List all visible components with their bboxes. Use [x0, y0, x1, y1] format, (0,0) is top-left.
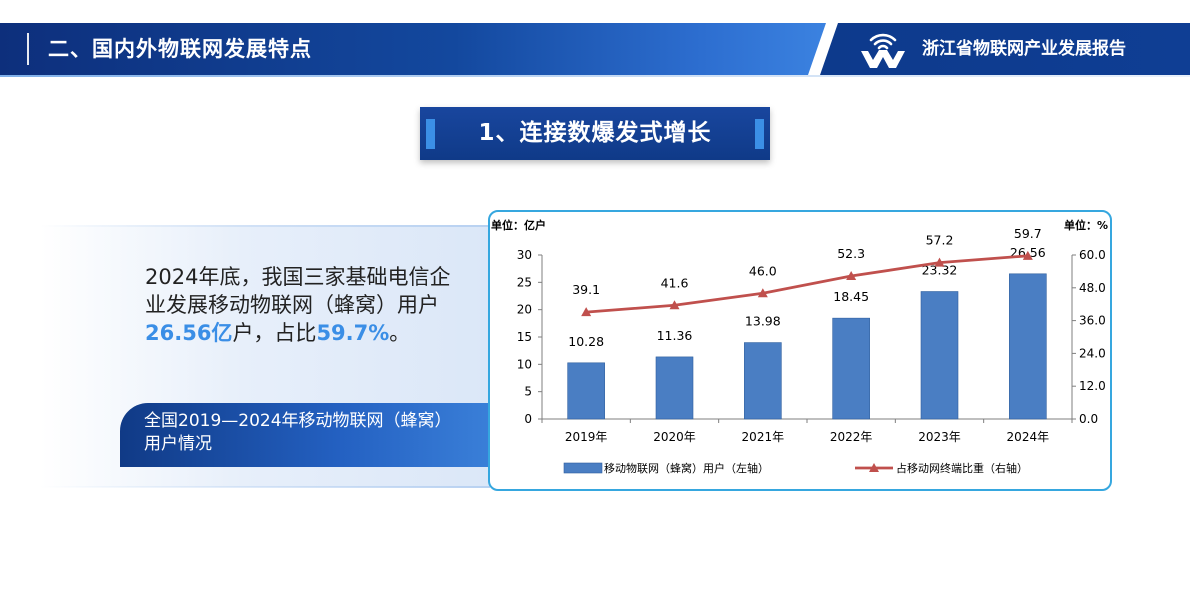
chart: 单位：亿户 单位：% 0 5 10 15 20 25 30 0.0 12.0 24.0 36.0 48.0…	[491, 218, 1108, 475]
summary-users-highlight: 26.56亿	[145, 321, 233, 345]
bar	[744, 342, 782, 420]
x-axis-tick-label: 2022年	[830, 430, 873, 444]
left-axis-tick-label: 20	[517, 303, 532, 317]
header-right-band	[820, 23, 1190, 75]
line-data-label: 52.3	[837, 246, 865, 261]
wireless-logo-icon	[861, 33, 905, 68]
summary-panel-top-line	[40, 225, 490, 227]
legend-line-marker	[869, 463, 879, 472]
right-axis-tick-label: 60.0	[1079, 248, 1106, 262]
left-axis-tick-label: 15	[517, 330, 532, 344]
chart-caption: 全国2019—2024年移动物联网（蜂窝）用户情况	[144, 411, 452, 454]
left-axis-tick-label: 30	[517, 248, 532, 262]
subheading-right-bar	[755, 119, 764, 149]
left-axis-tick-label: 0	[524, 412, 532, 426]
bar-data-label: 10.28	[568, 334, 604, 349]
bar	[832, 317, 870, 420]
summary-share-highlight: 59.7%	[316, 321, 390, 345]
subheading-title: 1、连接数爆发式增长	[478, 120, 712, 146]
line-data-label: 59.7	[1014, 226, 1042, 241]
bar-data-label: 18.45	[833, 289, 869, 304]
summary-text-part2: 户，占比	[232, 321, 317, 345]
bar-data-label: 23.32	[922, 263, 958, 278]
x-axis-tick-label: 2023年	[918, 430, 961, 444]
summary-panel-bottom-line	[40, 486, 490, 488]
report-title: 浙江省物联网产业发展报告	[922, 39, 1126, 59]
line-marker	[934, 257, 945, 267]
bar-data-label: 11.36	[657, 328, 693, 343]
bar	[567, 362, 605, 420]
subheading-banner: 1、连接数爆发式增长	[420, 107, 770, 160]
summary-text-part3: 。	[389, 321, 411, 345]
line-data-label: 41.6	[661, 275, 689, 290]
x-axis-tick-label: 2024年	[1007, 430, 1050, 444]
bar	[920, 291, 959, 420]
legend-bar-label: 移动物联网（蜂窝）用户（左轴）	[604, 461, 769, 475]
caption-box	[120, 403, 490, 467]
legend-bar-swatch	[563, 462, 603, 474]
section-title: 二、国内外物联网发展特点	[48, 36, 312, 61]
left-axis-unit: 单位：亿户	[491, 218, 546, 232]
header-bar	[0, 23, 1190, 75]
left-axis-tick-label: 5	[524, 385, 532, 399]
line-data-label: 39.1	[572, 282, 600, 297]
subheading-left-bar	[426, 119, 435, 149]
header-left-band	[0, 23, 826, 75]
bar	[655, 356, 694, 420]
bar	[1009, 273, 1047, 420]
share-line	[586, 254, 1028, 314]
right-axis-tick-label: 12.0	[1079, 379, 1106, 393]
left-axis-tick-label: 25	[517, 275, 532, 289]
left-axis-tick-label: 10	[517, 357, 532, 371]
x-axis-tick-label: 2021年	[742, 430, 785, 444]
bar-data-label: 13.98	[745, 314, 781, 329]
summary-text-part1: 2024年底，我国三家基础电信企业发展移动物联网（蜂窝）用户	[145, 265, 451, 317]
right-axis-tick-label: 48.0	[1079, 281, 1106, 295]
legend-line-label: 占移动网终端比重（右轴）	[896, 461, 1028, 475]
right-axis-tick-label: 0.0	[1079, 412, 1098, 426]
header-divider	[27, 33, 29, 65]
x-axis-tick-label: 2020年	[653, 430, 696, 444]
line-data-label: 46.0	[749, 263, 777, 278]
right-axis-tick-label: 36.0	[1079, 314, 1106, 328]
summary-text: 2024年底，我国三家基础电信企业发展移动物联网（蜂窝）用户 26.56亿户，占比…	[145, 263, 465, 347]
header-rule	[0, 75, 1190, 77]
right-axis-tick-label: 24.0	[1079, 346, 1106, 360]
right-axis-unit: 单位：%	[1064, 218, 1108, 232]
line-marker	[1022, 250, 1033, 260]
line-data-label: 57.2	[926, 233, 954, 248]
x-axis-tick-label: 2019年	[565, 430, 608, 444]
line-marker	[581, 307, 592, 317]
line-marker	[669, 300, 680, 310]
line-marker	[757, 288, 768, 298]
line-marker	[846, 271, 857, 281]
